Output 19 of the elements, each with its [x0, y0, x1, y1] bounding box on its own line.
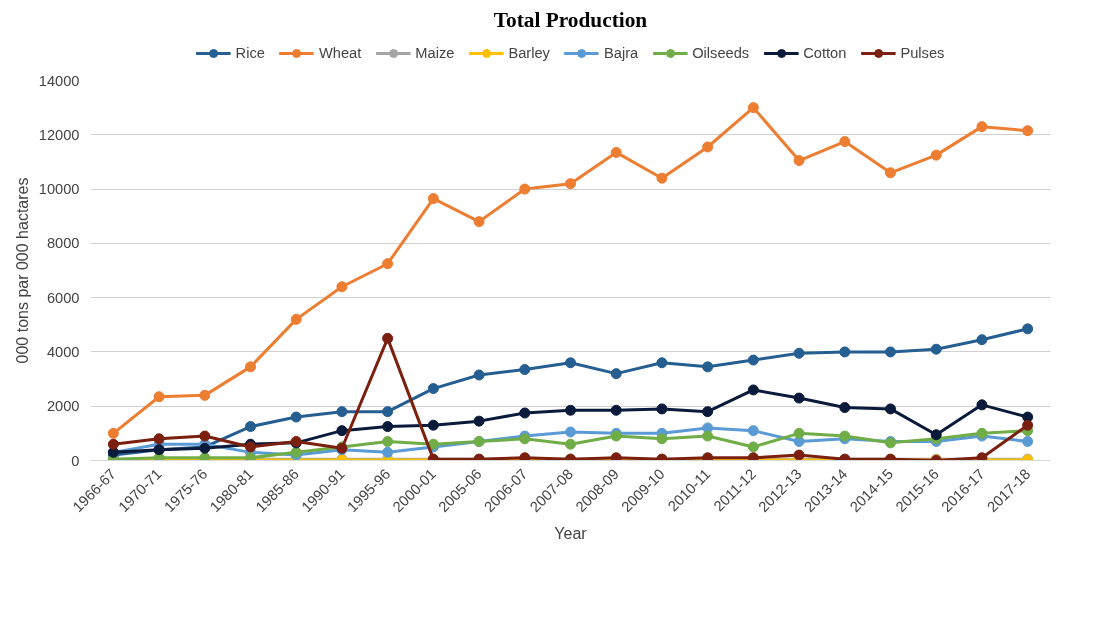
y-tick-label: 4000 [46, 343, 80, 360]
y-tick-label: 6000 [46, 289, 80, 306]
legend-label: Rice [235, 45, 265, 61]
y-tick-label: 10000 [38, 181, 80, 198]
legend-label: Oilseeds [692, 45, 750, 61]
y-tick-label: 8000 [46, 235, 80, 252]
legend-label: Cotton [803, 45, 847, 61]
y-axis-title: 000 tons par 000 hactares [13, 177, 31, 364]
y-tick-label: 0 [71, 452, 80, 469]
chart-title: Total Production [493, 7, 648, 32]
legend-label: Pulses [900, 45, 945, 61]
legend-label: Wheat [318, 45, 362, 61]
legend-label: Maize [415, 45, 455, 61]
legend-label: Barley [508, 45, 550, 61]
legend-label: Bajra [603, 45, 639, 61]
y-tick-label: 12000 [38, 126, 80, 143]
x-axis-title: Year [554, 524, 588, 542]
y-tick-label: 2000 [46, 398, 80, 415]
y-tick-label: 14000 [38, 72, 80, 89]
